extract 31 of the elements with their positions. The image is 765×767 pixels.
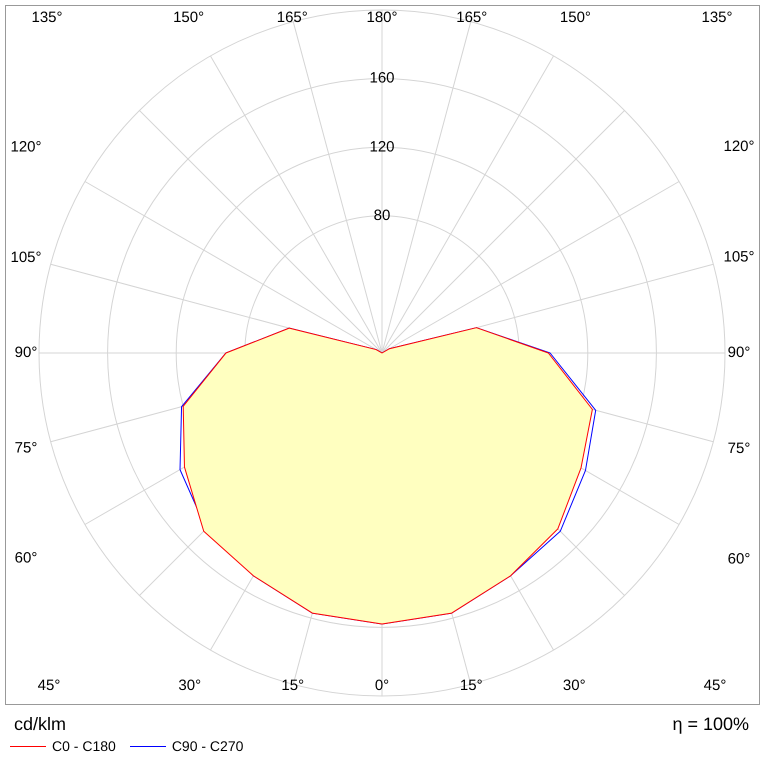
spoke-label: 0° [374, 677, 390, 694]
spoke-label: 120° [10, 138, 42, 156]
legend-label: C90 - C270 [172, 738, 244, 754]
spoke-label: 135° [31, 9, 63, 26]
spoke-label: 45° [704, 677, 726, 694]
spoke-label: 30° [562, 677, 586, 694]
spoke-label: 90° [728, 344, 750, 362]
y-tick-label: 160 [369, 70, 395, 87]
y-tick-label: 80 [374, 206, 390, 224]
spoke-label: 150° [173, 9, 204, 26]
spoke-label: 180° [366, 9, 398, 26]
spoke-label: 150° [560, 9, 591, 26]
spoke-label: 135° [701, 9, 733, 26]
text: cd/klm [14, 714, 66, 735]
legend-label: C0 - C180 [52, 738, 116, 754]
spoke-label: 75° [14, 440, 38, 457]
spoke-label: 165° [456, 9, 488, 26]
spoke-label: 90° [14, 344, 38, 362]
spoke-label: 60° [728, 550, 750, 568]
spoke-label: 105° [723, 248, 755, 266]
spoke-label: 15° [281, 677, 304, 694]
spoke-label: 120° [723, 138, 755, 156]
spoke-label: 45° [38, 677, 60, 694]
spoke-label: 60° [14, 550, 38, 567]
y-tick-label: 120 [369, 138, 395, 156]
spoke-label: 165° [276, 9, 308, 26]
spoke-label: 75° [728, 440, 750, 457]
spoke-label: 15° [460, 677, 483, 694]
spoke-label: 105° [10, 248, 42, 266]
text: η = 100% [672, 714, 749, 735]
spoke-label: 30° [178, 677, 202, 694]
